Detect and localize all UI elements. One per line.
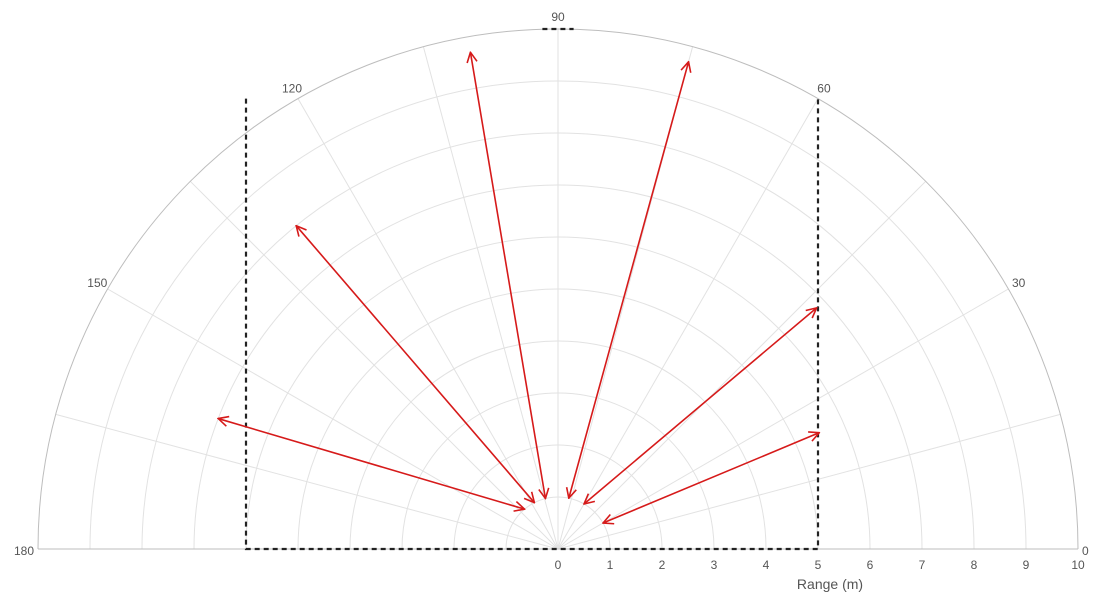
region-outline — [244, 27, 820, 551]
angle-tick-label: 30 — [1012, 276, 1026, 290]
range-tick-label: 10 — [1071, 558, 1085, 572]
beam-arrow — [569, 62, 689, 498]
range-tick-label: 6 — [867, 558, 874, 572]
grid-layer — [37, 28, 1079, 550]
angle-tick-label: 180 — [14, 544, 34, 558]
range-tick-label: 7 — [919, 558, 926, 572]
range-tick-label: 1 — [607, 558, 614, 572]
beam-arrow — [603, 433, 819, 523]
angle-tick-label: 90 — [551, 10, 565, 24]
beam-arrows — [218, 52, 819, 523]
angle-tick-label: 60 — [817, 81, 831, 95]
range-tick-label: 8 — [971, 558, 978, 572]
range-tick-label: 5 — [815, 558, 822, 572]
region-rectangle — [244, 98, 820, 551]
outer-boundary-arc — [37, 28, 1079, 550]
angle-tick-label: 0 — [1082, 544, 1089, 558]
x-axis-title: Range (m) — [797, 576, 863, 592]
range-gridline — [89, 80, 1027, 550]
beam-arrow — [218, 419, 524, 510]
range-gridline — [505, 496, 611, 550]
range-tick-label: 3 — [711, 558, 718, 572]
range-gridline — [141, 132, 975, 550]
range-tick-label: 9 — [1023, 558, 1030, 572]
range-tick-label: 2 — [659, 558, 666, 572]
range-tick-label: 4 — [763, 558, 770, 572]
range-tick-label: 0 — [555, 558, 562, 572]
range-gridline — [193, 184, 923, 550]
beam-arrow — [470, 52, 545, 498]
range-gridline — [245, 236, 871, 550]
beam-arrow — [296, 226, 534, 503]
angle-tick-label: 150 — [87, 276, 107, 290]
angle-tick-label: 120 — [282, 81, 302, 95]
